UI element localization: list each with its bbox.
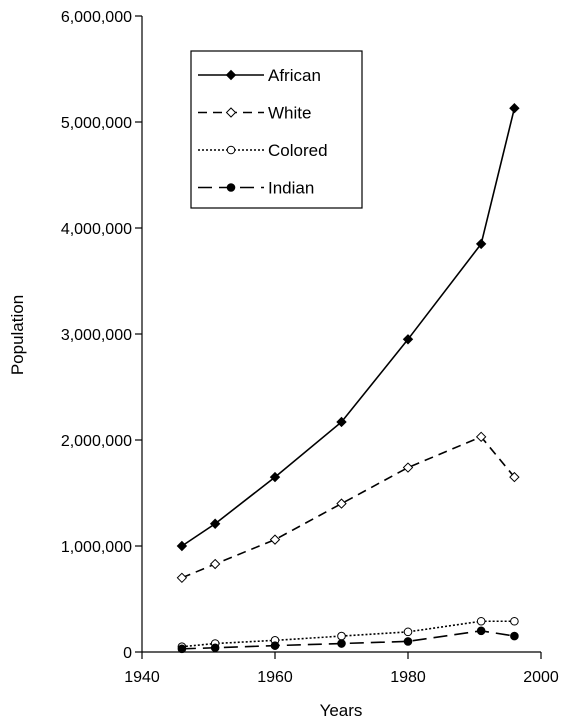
data-point-african <box>336 416 347 428</box>
data-point-white <box>209 558 221 570</box>
data-point-colored <box>403 627 413 637</box>
data-point-colored <box>337 631 346 641</box>
data-point-african <box>269 471 281 483</box>
data-point-african <box>509 103 520 114</box>
y-axis-title: Population <box>8 295 27 375</box>
data-point-white <box>509 471 520 483</box>
legend: African White Colored Indian <box>190 50 363 209</box>
data-point-african <box>475 238 487 250</box>
data-point-african <box>176 540 188 552</box>
y-tick-label: 3,000,000 <box>61 327 132 344</box>
y-tick-label: 5,000,000 <box>61 115 132 132</box>
data-point-colored <box>476 616 486 626</box>
data-point-indian <box>510 631 519 641</box>
legend-label-colored: Colored <box>268 141 328 160</box>
series-line-white <box>181 435 516 579</box>
series-line-indian <box>181 629 515 650</box>
y-tick-label: 6,000,000 <box>61 9 132 26</box>
data-point-white <box>336 498 347 509</box>
data-point-indian <box>337 639 346 648</box>
x-axis-title: Years <box>320 701 363 720</box>
y-tick-label: 4,000,000 <box>61 221 132 238</box>
data-point-white <box>269 534 281 545</box>
y-tick-label: 2,000,000 <box>61 433 132 450</box>
legend-label-african: African <box>268 66 321 85</box>
data-point-indian <box>210 643 220 653</box>
y-tick-label: 0 <box>123 645 132 662</box>
x-tick-label: 1980 <box>390 669 426 686</box>
data-point-indian <box>177 644 187 654</box>
data-point-african <box>402 334 414 345</box>
legend-marker-african <box>225 69 237 81</box>
x-tick-label: 1940 <box>124 669 160 686</box>
legend-label-white: White <box>268 104 311 123</box>
legend-marker-indian <box>226 183 236 192</box>
data-point-indian <box>476 626 486 636</box>
legend-marker-colored <box>226 145 236 155</box>
data-point-colored <box>510 616 519 626</box>
data-point-indian <box>403 637 413 646</box>
axes: 0 1,000,000 2,000,000 3,000,000 4,000,000 5,0… <box>61 9 559 686</box>
x-tick-label: 2000 <box>523 669 559 686</box>
legend-marker-white <box>225 107 237 118</box>
y-tick-label: 1,000,000 <box>61 539 132 556</box>
legend-box <box>190 50 363 209</box>
data-point-white <box>402 462 414 473</box>
data-point-white <box>176 572 188 584</box>
data-point-indian <box>270 641 280 650</box>
legend-label-indian: Indian <box>268 179 314 198</box>
series-group <box>176 103 520 654</box>
x-tick-label: 1960 <box>257 669 293 686</box>
data-point-african <box>209 518 221 529</box>
data-point-white <box>475 431 487 443</box>
